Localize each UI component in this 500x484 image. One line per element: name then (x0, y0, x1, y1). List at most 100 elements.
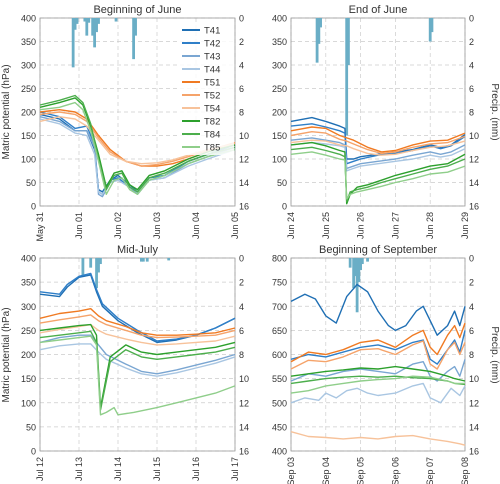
x-tick-label: Sep 07 (425, 457, 435, 484)
y-tick-label: 250 (272, 84, 287, 94)
series-line-t52 (290, 340, 466, 370)
series-line-t85 (290, 151, 466, 200)
y-tick-label: 100 (272, 155, 287, 165)
y-tick-label: 150 (21, 374, 36, 384)
y-tick-label: 200 (21, 108, 36, 118)
legend-label: T54 (204, 104, 220, 115)
precip-bar (366, 258, 369, 262)
panel-title: Beginning of June (93, 4, 181, 16)
y-tick-label: 350 (21, 278, 36, 288)
y-tick-label: 800 (272, 254, 287, 264)
series-line-t42 (39, 111, 236, 195)
y-tick-label: 50 (26, 422, 36, 432)
precip-bar (83, 18, 87, 22)
precip-tick-label: 6 (469, 84, 474, 94)
series-line-t82 (39, 97, 236, 191)
precip-tick-label: 2 (239, 278, 244, 288)
panel-title: End of June (349, 4, 408, 16)
precip-bar (360, 258, 364, 265)
plot-frame (290, 17, 466, 207)
legend-label: T85 (204, 143, 220, 154)
y-tick-label: 300 (21, 61, 36, 71)
x-tick-label: Sep 06 (390, 457, 400, 484)
x-tick-label: Jun 27 (390, 212, 400, 239)
precip-bar (430, 18, 434, 33)
series-line-t51 (290, 126, 466, 153)
precip-tick-label: 6 (239, 84, 244, 94)
y-tick-label: 650 (272, 326, 287, 336)
precip-tick-label: 2 (469, 37, 474, 47)
legend-label: T41 (204, 26, 220, 37)
series-line-t51 (39, 308, 236, 336)
y-tick-label: 450 (272, 422, 287, 432)
x-tick-label: Jul 15 (152, 457, 162, 481)
precip-tick-label: 0 (469, 254, 474, 264)
x-tick-label: Jul 17 (230, 457, 240, 481)
x-tick-label: Jun 05 (230, 212, 240, 239)
series-line-t82 (290, 365, 466, 382)
precip-bar (352, 258, 356, 289)
precip-bar (91, 18, 95, 36)
y-tick-label: 50 (277, 178, 287, 188)
precip-bar (315, 18, 319, 63)
y-tick-label: 100 (21, 155, 36, 165)
precip-tick-label: 0 (469, 14, 474, 24)
precip-bar (81, 258, 85, 277)
y-tick-label: 550 (272, 374, 287, 384)
y-tick-label: 200 (21, 350, 36, 360)
x-tick-label: Jun 04 (191, 212, 201, 239)
x-tick-label: Sep 04 (321, 457, 331, 484)
precip-tick-label: 4 (469, 302, 474, 312)
legend-label: T52 (204, 91, 220, 102)
precip-tick-label: 10 (239, 374, 249, 384)
series-line-t44 (39, 343, 236, 377)
precip-bar (71, 18, 75, 68)
series-line-t52 (290, 131, 466, 155)
x-tick-label: Jun 02 (113, 212, 123, 239)
precip-bar (353, 258, 357, 277)
precip-tick-label: 6 (239, 326, 244, 336)
panel-beginning-of-september: Beginning of September 400 450 500 550 600 650… (272, 244, 479, 484)
y-tick-label: 150 (272, 131, 287, 141)
y-tick-label: 300 (272, 61, 287, 71)
x-tick-label: Jun 29 (460, 212, 470, 239)
precip-bar (132, 18, 135, 60)
precip-bar (319, 18, 322, 28)
y-tick-label: 400 (21, 254, 36, 264)
y-tick-label: 0 (31, 447, 36, 457)
precip-tick-label: 8 (239, 108, 244, 118)
precip-tick-label: 8 (469, 350, 474, 360)
ylabel-right-top: Precip. (mm) (489, 83, 500, 140)
series-line-t42 (290, 123, 466, 165)
ylabel-left-top: Matric potential (hPa) (1, 64, 12, 159)
precip-bar (93, 18, 96, 48)
precip-tick-label: 4 (239, 302, 244, 312)
precip-tick-label: 14 (469, 178, 479, 188)
y-tick-label: 50 (26, 178, 36, 188)
precip-bar (167, 258, 171, 261)
y-tick-label: 400 (272, 14, 287, 24)
legend-label: T84 (204, 130, 220, 141)
precip-bar (141, 258, 145, 262)
x-tick-label: Jun 28 (425, 212, 435, 239)
precip-bar (99, 258, 102, 265)
precip-tick-label: 16 (239, 447, 249, 457)
y-tick-label: 300 (21, 302, 36, 312)
y-tick-label: 750 (272, 278, 287, 288)
series-line-t43 (290, 359, 466, 382)
series-line-t84 (39, 94, 236, 193)
x-tick-label: Sep 03 (286, 457, 296, 484)
precip-bar (134, 18, 137, 36)
x-tick-label: Jul 13 (74, 457, 84, 481)
precip-tick-label: 0 (239, 14, 244, 24)
precip-bar (348, 258, 352, 268)
precip-bar (95, 258, 98, 289)
precip-tick-label: 2 (469, 278, 474, 288)
precip-tick-label: 14 (239, 422, 249, 432)
precip-tick-label: 16 (469, 447, 479, 457)
x-tick-label: Sep 08 (460, 457, 470, 484)
panel-end-of-june: End of June 0 50 100 150 200 250 300 350 400 0 2 4 6 8… (272, 4, 479, 239)
precip-tick-label: 4 (239, 61, 244, 71)
legend-label: T42 (204, 39, 220, 50)
